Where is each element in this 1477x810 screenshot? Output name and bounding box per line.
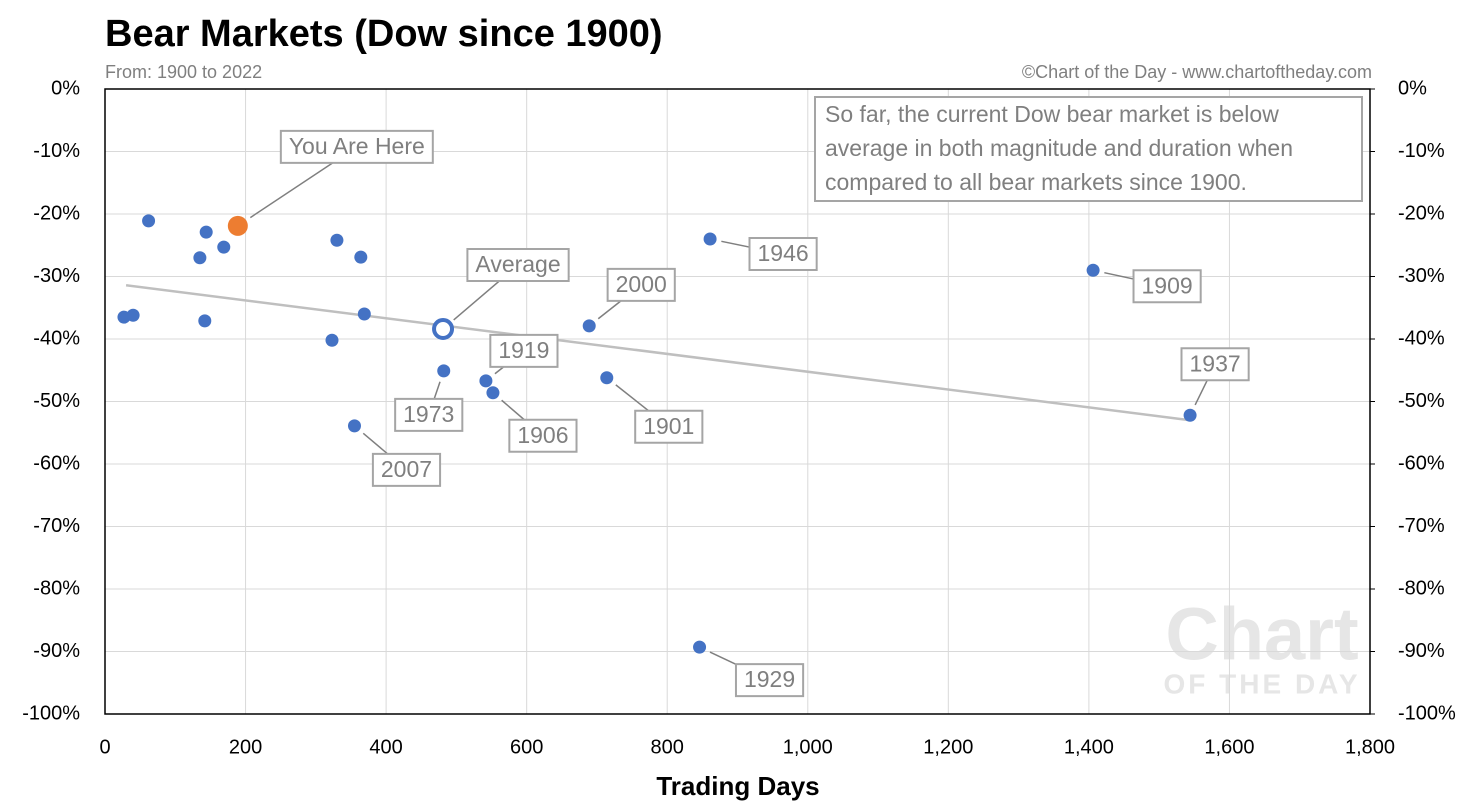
data-point	[693, 640, 707, 654]
y-tick-label: -80%	[33, 577, 80, 599]
y2-tick-label: -30%	[1398, 265, 1445, 287]
data-point	[325, 333, 339, 347]
point-label: You Are Here	[289, 133, 425, 159]
note-box	[814, 96, 1363, 202]
subtitle: From: 1900 to 2022	[105, 62, 262, 82]
x-tick-label: 1,200	[923, 736, 973, 758]
data-point	[227, 215, 248, 236]
data-point	[142, 214, 156, 228]
x-tick-label: 1,600	[1204, 736, 1254, 758]
y2-tick-label: -10%	[1398, 140, 1445, 162]
y-tick-label: -70%	[33, 515, 80, 537]
data-point	[1183, 408, 1197, 422]
label-box	[371, 452, 442, 487]
label-box	[466, 248, 570, 282]
y2-tick-label: -80%	[1398, 577, 1445, 599]
note-line: compared to all bear markets since 1900.	[825, 169, 1247, 195]
x-tick-label: 600	[510, 736, 543, 758]
data-point	[432, 318, 455, 340]
trendline	[125, 284, 1191, 422]
y2-tick-label: -60%	[1398, 452, 1445, 474]
data-point	[703, 232, 717, 246]
y2-tick-label: -50%	[1398, 390, 1445, 412]
data-point	[199, 225, 213, 239]
point-label: 1909	[1142, 272, 1193, 298]
data-point	[193, 251, 207, 265]
y2-tick-label: -100%	[1398, 702, 1456, 724]
y-tick-label: -100%	[22, 702, 80, 724]
data-point	[479, 374, 493, 388]
data-point	[347, 419, 361, 433]
point-label: 1937	[1190, 350, 1241, 376]
label-box	[634, 409, 704, 444]
label-box	[1132, 269, 1202, 304]
label-box	[606, 267, 676, 302]
point-label: 2000	[616, 271, 667, 297]
x-axis-title: Trading Days	[656, 771, 819, 801]
point-label: 1946	[758, 240, 809, 266]
x-tick-label: 1,800	[1345, 736, 1395, 758]
point-label: 1973	[403, 401, 454, 427]
label-box	[489, 333, 559, 368]
plot-border	[104, 88, 1371, 715]
point-label: 1919	[498, 337, 549, 363]
label-box	[279, 129, 434, 164]
data-point	[198, 314, 212, 328]
data-point	[1086, 263, 1100, 277]
data-point	[217, 240, 231, 254]
label-box	[508, 418, 578, 453]
note-line: So far, the current Dow bear market is b…	[825, 101, 1279, 127]
y-tick-label: -60%	[33, 452, 80, 474]
data-point	[582, 319, 596, 333]
data-point	[354, 250, 368, 264]
data-point	[357, 307, 371, 321]
label-box	[1180, 347, 1250, 382]
data-point	[126, 308, 140, 322]
y2-tick-label: 0%	[1398, 77, 1427, 99]
point-label: 1901	[643, 413, 694, 439]
x-tick-label: 0	[99, 736, 110, 758]
x-tick-label: 400	[369, 736, 402, 758]
label-box	[748, 237, 818, 271]
y2-tick-label: -20%	[1398, 202, 1445, 224]
x-tick-label: 1,000	[783, 736, 833, 758]
chart-title: Bear Markets (Dow since 1900)	[105, 13, 663, 55]
y-tick-label: -50%	[33, 390, 80, 412]
note-line: average in both magnitude and duration w…	[825, 135, 1293, 161]
data-point	[437, 364, 451, 378]
point-label: 1906	[517, 422, 568, 448]
data-point	[600, 371, 614, 385]
point-label: 1929	[744, 666, 795, 692]
y2-tick-label: -90%	[1398, 640, 1445, 662]
data-point	[486, 386, 500, 400]
x-tick-label: 800	[651, 736, 684, 758]
watermark: Chart	[1165, 593, 1358, 676]
y-tick-label: -90%	[33, 640, 80, 662]
x-tick-label: 1,400	[1064, 736, 1114, 758]
source: ©Chart of the Day - www.chartoftheday.co…	[1022, 62, 1372, 82]
y-tick-label: -10%	[33, 140, 80, 162]
x-tick-label: 200	[229, 736, 262, 758]
label-box	[734, 663, 805, 698]
y-tick-label: -20%	[33, 202, 80, 224]
watermark: OF THE DAY	[1164, 668, 1361, 699]
data-point	[330, 233, 344, 247]
point-label: Average	[475, 251, 560, 277]
y-tick-label: 0%	[51, 77, 80, 99]
y-tick-label: -40%	[33, 327, 80, 349]
label-box	[394, 397, 464, 432]
y2-tick-label: -70%	[1398, 515, 1445, 537]
y-tick-label: -30%	[33, 265, 80, 287]
y2-tick-label: -40%	[1398, 327, 1445, 349]
point-label: 2007	[381, 456, 432, 482]
